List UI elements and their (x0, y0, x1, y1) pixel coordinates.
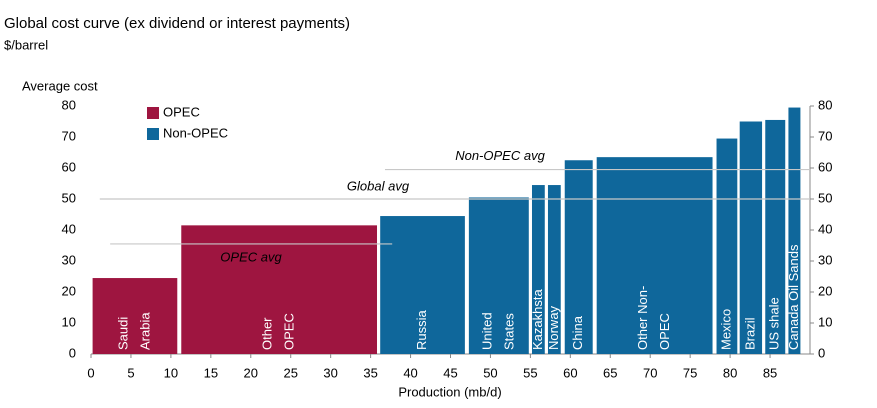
bar-label: Norway (546, 305, 561, 350)
bar (531, 185, 545, 354)
bar-label: Kazakhsta (530, 289, 545, 350)
x-tick-label: 30 (323, 365, 337, 380)
x-tick-label: 5 (127, 365, 134, 380)
x-tick-label: 40 (403, 365, 417, 380)
y-tick-label: 0 (69, 345, 76, 360)
x-tick-label: 60 (563, 365, 577, 380)
bar-label: United (479, 312, 494, 350)
bar-label: US shale (767, 297, 782, 350)
y2-tick-label: 0 (818, 345, 825, 360)
bar (739, 121, 763, 354)
reference-label: OPEC avg (220, 249, 282, 264)
x-tick-label: 15 (204, 365, 218, 380)
y2-tick-label: 20 (818, 283, 832, 298)
bar-label: States (501, 313, 516, 350)
bar (716, 138, 738, 354)
bar-label: OPEC (282, 313, 297, 350)
y-tick-label: 30 (62, 252, 76, 267)
bar (468, 197, 529, 354)
legend-label: Non-OPEC (163, 125, 228, 140)
bar (181, 225, 378, 354)
bar (380, 216, 465, 354)
x-tick-label: 50 (483, 365, 497, 380)
x-tick-label: 70 (643, 365, 657, 380)
y-tick-label: 50 (62, 190, 76, 205)
y2-tick-label: 70 (818, 128, 832, 143)
y-axis-label: Average cost (22, 78, 98, 93)
bar (765, 119, 786, 354)
y2-tick-label: 30 (818, 252, 832, 267)
bar-label: Mexico (718, 309, 733, 350)
x-tick-label: 80 (723, 365, 737, 380)
y2-tick-label: 40 (818, 221, 832, 236)
bar (788, 107, 801, 354)
bar (92, 278, 178, 354)
y2-tick-label: 50 (818, 190, 832, 205)
x-tick-label: 35 (363, 365, 377, 380)
reference-label: Non-OPEC avg (455, 148, 545, 163)
bar-label: Canada Oil Sands (786, 244, 801, 350)
chart-subtitle: $/barrel (4, 37, 48, 52)
legend-label: OPEC (163, 104, 200, 119)
y2-tick-label: 60 (818, 159, 832, 174)
bar (564, 160, 593, 354)
bar-label: Russia (414, 309, 429, 350)
y-tick-label: 70 (62, 128, 76, 143)
x-axis-label: Production (mb/d) (398, 384, 501, 399)
bar-label: Arabia (137, 312, 152, 350)
bar-label: OPEC (657, 313, 672, 350)
bar-label: Other Non- (635, 286, 650, 350)
bar (596, 157, 713, 354)
bar-label: Brazil (742, 317, 757, 350)
x-tick-label: 65 (603, 365, 617, 380)
x-tick-label: 85 (763, 365, 777, 380)
chart-title: Global cost curve (ex dividend or intere… (4, 15, 350, 32)
reference-label: Global avg (347, 178, 410, 193)
y-tick-label: 40 (62, 221, 76, 236)
y2-tick-label: 10 (818, 314, 832, 329)
x-tick-label: 20 (244, 365, 258, 380)
y-tick-label: 60 (62, 159, 76, 174)
x-tick-label: 25 (283, 365, 297, 380)
legend-swatch (147, 128, 159, 140)
y2-tick-label: 80 (818, 97, 832, 112)
y-tick-label: 10 (62, 314, 76, 329)
bar-label: Other (260, 317, 275, 350)
bar-label: Saudi (115, 317, 130, 350)
x-tick-label: 10 (164, 365, 178, 380)
bar (547, 185, 561, 354)
y-tick-label: 20 (62, 283, 76, 298)
x-tick-label: 75 (683, 365, 697, 380)
y-tick-label: 80 (62, 97, 76, 112)
x-tick-label: 0 (87, 365, 94, 380)
legend-swatch (147, 107, 159, 119)
x-tick-label: 55 (523, 365, 537, 380)
x-tick-label: 45 (443, 365, 457, 380)
bar-label: China (570, 315, 585, 350)
